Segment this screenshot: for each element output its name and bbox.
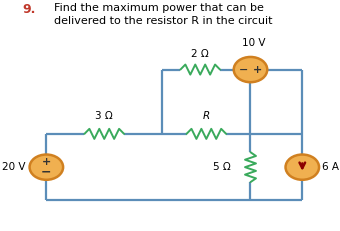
Circle shape <box>30 155 63 180</box>
Text: 10 V: 10 V <box>242 38 265 48</box>
Text: 5 Ω: 5 Ω <box>213 162 231 172</box>
Text: −: − <box>41 165 52 179</box>
Text: 3 Ω: 3 Ω <box>95 111 113 121</box>
Circle shape <box>286 155 319 180</box>
Text: Find the maximum power that can be
delivered to the resistor R in the circuit: Find the maximum power that can be deliv… <box>54 3 272 26</box>
Text: 2 Ω: 2 Ω <box>191 49 209 59</box>
Text: 20 V: 20 V <box>1 162 25 172</box>
Text: R: R <box>203 111 210 121</box>
Text: 9.: 9. <box>22 3 35 16</box>
Text: −: − <box>239 65 248 75</box>
Text: 6 A: 6 A <box>322 162 339 172</box>
Circle shape <box>234 57 267 82</box>
Text: +: + <box>42 157 51 167</box>
Text: +: + <box>253 65 262 75</box>
